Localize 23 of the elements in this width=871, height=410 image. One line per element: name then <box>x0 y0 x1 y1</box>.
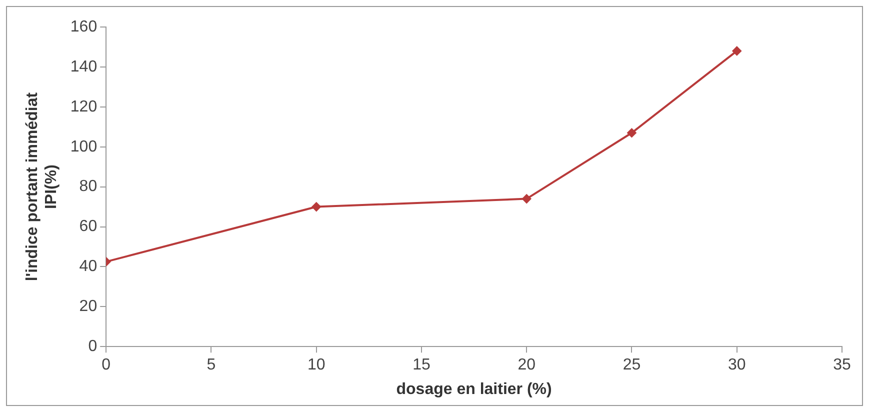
x-tick-label: 20 <box>518 356 536 374</box>
point <box>627 128 636 138</box>
y-tick-label: 40 <box>79 258 98 276</box>
x-tick-label: 30 <box>728 356 746 374</box>
x-tick-label: 25 <box>622 356 641 374</box>
y-tick-label: 20 <box>79 298 98 316</box>
x-tick-label: 35 <box>833 356 851 374</box>
y-tick-label: 100 <box>70 138 98 156</box>
y-tick-label: 0 <box>88 338 98 356</box>
point <box>732 46 742 56</box>
y-tick-label: 120 <box>70 98 98 116</box>
y-tick-label: 160 <box>70 18 98 36</box>
x-tick-label: 5 <box>206 356 216 374</box>
x-axis-title: dosage en laitier (%) <box>396 380 552 398</box>
x-tick-label: 10 <box>307 356 326 374</box>
point <box>522 194 532 204</box>
y-tick-label: 80 <box>79 178 98 196</box>
y-tick-label: 60 <box>79 218 98 236</box>
x-tick-label: 0 <box>102 356 111 374</box>
x-tick-label: 15 <box>412 356 430 374</box>
point <box>312 202 321 212</box>
y-tick-label: 140 <box>70 58 98 76</box>
y-axis-title: l'indice portant immédiat IPI(%) <box>24 92 60 282</box>
